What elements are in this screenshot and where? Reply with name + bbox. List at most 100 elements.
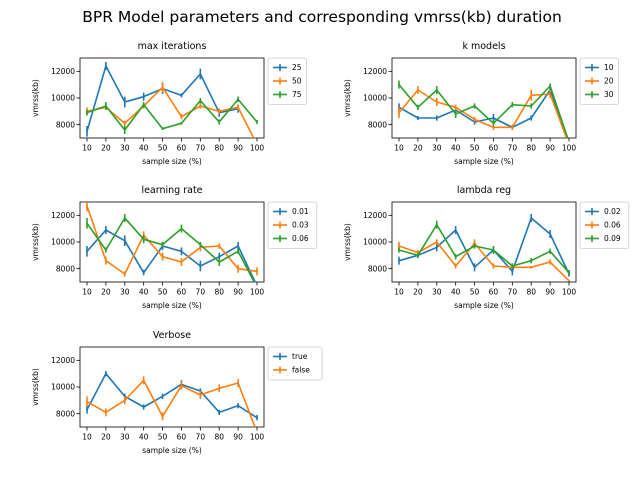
- x-tick-label: 40: [451, 288, 461, 297]
- data-point: [492, 117, 495, 119]
- y-tick-label: 10000: [51, 238, 75, 247]
- x-tick-label: 60: [489, 288, 499, 297]
- x-tick-label: 100: [250, 144, 265, 153]
- legend: 0.01 0.03 0.06: [267, 201, 318, 249]
- x-tick-label: 90: [545, 144, 555, 153]
- data-point: [142, 103, 145, 106]
- data-point: [123, 122, 126, 125]
- x-tick-label: 30: [120, 288, 130, 297]
- x-tick-label: 10: [82, 288, 92, 297]
- legend-label: 75: [292, 90, 302, 99]
- x-tick-label: 50: [470, 144, 480, 153]
- data-point: [199, 105, 202, 107]
- y-tick-label: 10000: [51, 94, 75, 103]
- data-point: [123, 101, 126, 103]
- data-point: [161, 127, 164, 130]
- data-point: [237, 267, 240, 270]
- x-axis-label: sample size (%): [454, 301, 514, 310]
- x-tick-label: 50: [158, 433, 168, 442]
- data-point: [435, 241, 438, 243]
- y-tick-label: 12000: [51, 67, 75, 76]
- x-tick-label: 30: [432, 144, 442, 153]
- data-point: [473, 118, 476, 121]
- data-point: [398, 249, 400, 251]
- x-tick-label: 30: [432, 288, 442, 297]
- series-line-30: [398, 84, 569, 138]
- legend-label: 0.06: [604, 221, 621, 230]
- subplot-title: learning rate: [141, 185, 202, 196]
- data-point: [161, 415, 164, 418]
- data-point: [161, 243, 164, 246]
- subplot-title: k models: [462, 41, 505, 52]
- data-point: [454, 106, 457, 109]
- x-tick-label: 70: [508, 288, 518, 297]
- subplot-4: Verbose 10 20 30 40 50 60 70 80 90 100 8000 10000 120…: [31, 330, 323, 455]
- data-point: [218, 261, 221, 263]
- x-tick-label: 100: [562, 288, 577, 297]
- data-point: [492, 249, 495, 251]
- series-line-75: [86, 98, 258, 131]
- data-point: [218, 255, 221, 258]
- x-tick-label: 50: [158, 288, 168, 297]
- data-point: [199, 99, 202, 102]
- x-tick-label: 10: [82, 433, 92, 442]
- series-line-25: [86, 65, 239, 132]
- subplot-2: learning rate 10 20 30 40 50 60 70 80 90 100 8000 10…: [31, 185, 318, 310]
- data-point: [161, 395, 164, 398]
- series-line-true: [86, 372, 258, 419]
- data-point: [86, 205, 88, 207]
- data-point: [218, 411, 221, 414]
- y-tick-label: 12000: [363, 211, 387, 220]
- x-tick-label: 90: [233, 144, 243, 153]
- data-point: [86, 130, 88, 133]
- data-point: [218, 387, 221, 390]
- data-point: [511, 270, 514, 273]
- data-point: [530, 117, 533, 119]
- data-point: [435, 246, 438, 249]
- y-axis-label: vmrss(kb): [343, 223, 352, 261]
- data-point: [180, 384, 183, 387]
- data-point: [435, 117, 438, 119]
- data-point: [492, 122, 495, 125]
- subplot-0: max iterations 10 20 30 40 50 60 70 80 90 100 8000 1…: [31, 41, 307, 166]
- y-tick-label: 8000: [56, 264, 75, 273]
- y-tick-label: 12000: [363, 67, 387, 76]
- legend-box: [267, 57, 307, 105]
- data-point: [237, 98, 240, 101]
- x-axis-label: sample size (%): [142, 446, 202, 455]
- data-point: [398, 83, 400, 86]
- data-point: [123, 239, 126, 242]
- data-point: [142, 406, 145, 408]
- subplot-3: lambda reg 10 20 30 40 50 60 70 80 90 100 8000 10000…: [343, 185, 630, 310]
- legend-box: [267, 346, 323, 381]
- series-line-false: [86, 379, 256, 427]
- data-point: [104, 229, 107, 231]
- data-point: [530, 94, 533, 97]
- x-tick-label: 80: [526, 288, 536, 297]
- data-point: [416, 254, 419, 257]
- data-point: [435, 101, 438, 103]
- data-point: [142, 379, 145, 382]
- data-point: [416, 117, 419, 119]
- x-tick-label: 40: [139, 288, 149, 297]
- x-tick-label: 90: [233, 433, 243, 442]
- x-tick-label: 60: [489, 144, 499, 153]
- y-axis-label: vmrss(kb): [343, 79, 352, 117]
- data-point: [549, 261, 552, 263]
- x-tick-label: 20: [413, 288, 423, 297]
- data-point: [237, 404, 240, 407]
- data-point: [454, 229, 457, 231]
- data-point: [104, 259, 107, 262]
- data-point: [237, 250, 240, 253]
- data-point: [104, 249, 107, 251]
- y-tick-label: 8000: [368, 120, 387, 129]
- data-point: [142, 271, 145, 274]
- data-point: [398, 111, 400, 114]
- x-tick-label: 70: [508, 144, 518, 153]
- x-tick-label: 40: [451, 144, 461, 153]
- data-point: [123, 217, 126, 219]
- data-point: [104, 105, 107, 107]
- x-tick-label: 80: [214, 288, 224, 297]
- legend-box: [579, 57, 619, 105]
- data-point: [237, 106, 240, 109]
